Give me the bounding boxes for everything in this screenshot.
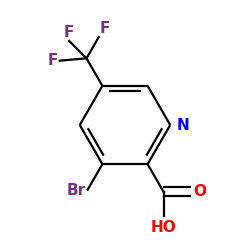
Text: F: F: [48, 53, 58, 68]
Text: HO: HO: [151, 220, 176, 235]
Text: F: F: [64, 25, 74, 40]
Text: F: F: [100, 21, 110, 36]
Text: N: N: [176, 118, 189, 132]
Text: Br: Br: [66, 183, 85, 198]
Text: O: O: [193, 184, 206, 199]
